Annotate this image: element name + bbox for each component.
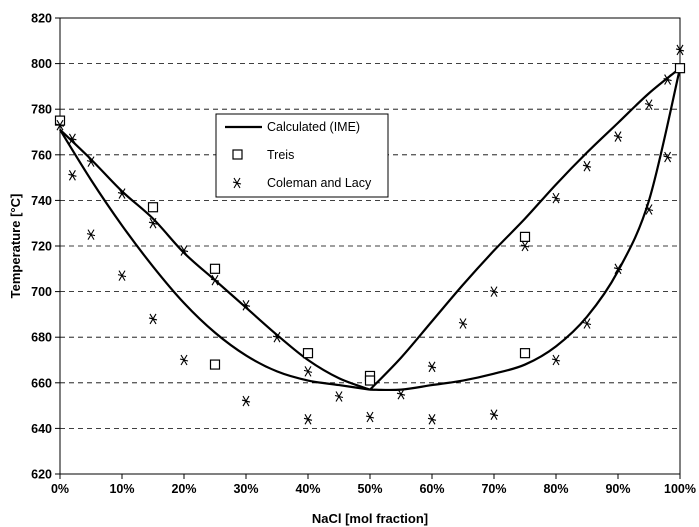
coleman-lacy-point: [489, 409, 499, 421]
coleman-lacy-point: [303, 413, 313, 425]
axis-ticks: [55, 17, 681, 479]
treis-point: [364, 375, 376, 386]
y-axis-title: Temperature [°C]: [8, 194, 23, 299]
coleman-lacy-point: [663, 74, 672, 85]
coleman-lacy-point: [551, 192, 561, 204]
coleman-lacy-point: [663, 151, 672, 163]
treis-point: [209, 359, 221, 370]
x-tick-labels: 0% 10% 20% 30% 40% 50% 60% 70% 80% 90% 100%: [51, 482, 696, 496]
y-tick-label: 760: [31, 148, 52, 162]
x-tick-label: 0%: [51, 482, 69, 496]
calculated-curve: [59, 129, 371, 391]
treis-point: [302, 348, 314, 359]
x-axis-title: NaCl [mol fraction]: [312, 511, 428, 526]
coleman-lacy-point: [675, 44, 685, 56]
x-tick-label: 100%: [664, 482, 696, 496]
legend-label-calculated: Calculated (IME): [267, 120, 360, 134]
x-tick-label: 10%: [109, 482, 134, 496]
x-tick-label: 80%: [543, 482, 568, 496]
treis-point: [674, 63, 686, 74]
y-tick-labels: 620 640 660 680 700 720 740 760 780 800 820: [31, 12, 52, 482]
coleman-lacy-point: [86, 156, 96, 167]
coleman-lacy-point: [117, 188, 127, 199]
treis-point: [147, 202, 159, 213]
coleman-lacy-point: [582, 160, 592, 172]
treis-point: [209, 263, 221, 274]
legend-square-swatch: [232, 149, 243, 160]
coleman-lacy-point: [241, 395, 251, 407]
coleman-lacy-point: [551, 354, 561, 366]
coleman-lacy-point: [458, 318, 468, 329]
legend-asterisk-swatch: [232, 177, 242, 189]
coleman-lacy-point: [210, 274, 220, 286]
y-tick-label: 720: [31, 240, 52, 254]
coleman-lacy-point: [396, 388, 406, 400]
coleman-lacy-point: [644, 204, 654, 215]
y-tick-label: 640: [31, 422, 52, 436]
calculated-curve: [369, 67, 681, 391]
x-tick-label: 90%: [605, 482, 630, 496]
coleman-lacy-point: [613, 131, 623, 142]
y-tick-label: 660: [31, 376, 52, 390]
y-tick-label: 780: [31, 103, 52, 117]
y-tick-label: 700: [31, 285, 52, 299]
legend-asterisk-mark: [232, 177, 242, 189]
legend-label-treis: Treis: [267, 148, 294, 162]
treis-point: [519, 231, 531, 242]
grid-lines: [60, 63, 680, 429]
coleman-lacy-point: [582, 318, 592, 329]
coleman-lacy-point: [55, 119, 65, 131]
y-tick-label: 800: [31, 57, 52, 71]
coleman-lacy-point: [427, 361, 437, 373]
coleman-lacy-point: [272, 331, 282, 343]
y-tick-label: 680: [31, 331, 52, 345]
coleman-lacy-point: [489, 286, 499, 297]
coleman-lacy-point: [365, 411, 375, 423]
coleman-lacy-point: [427, 413, 437, 425]
x-tick-label: 40%: [295, 482, 320, 496]
coleman-lacy-point: [241, 299, 251, 311]
coleman-lacy-point: [148, 217, 158, 229]
x-tick-label: 70%: [481, 482, 506, 496]
y-tick-label: 820: [31, 12, 52, 26]
coleman-lacy-point: [644, 99, 654, 110]
coleman-lacy-point: [68, 133, 77, 145]
x-tick-label: 50%: [357, 482, 382, 496]
coleman-lacy-point: [68, 170, 77, 181]
x-tick-label: 60%: [419, 482, 444, 496]
coleman-lacy-points: [55, 44, 685, 425]
coleman-lacy-point: [86, 229, 96, 240]
y-tick-label: 620: [31, 468, 52, 482]
coleman-lacy-point: [179, 245, 189, 256]
calculated-curve: [369, 67, 682, 392]
coleman-lacy-point: [613, 263, 623, 275]
coleman-lacy-point: [334, 391, 344, 402]
x-tick-label: 20%: [171, 482, 196, 496]
coleman-lacy-point: [179, 354, 189, 366]
y-tick-label: 740: [31, 194, 52, 208]
treis-point: [519, 348, 531, 359]
coleman-lacy-point: [117, 270, 127, 281]
coleman-lacy-point: [303, 366, 313, 377]
legend-label-coleman: Coleman and Lacy: [267, 176, 372, 190]
x-tick-label: 30%: [233, 482, 258, 496]
coleman-lacy-point: [148, 313, 158, 325]
coleman-lacy-point: [520, 240, 530, 252]
legend: Calculated (IME) Treis Coleman and Lacy: [215, 113, 389, 198]
